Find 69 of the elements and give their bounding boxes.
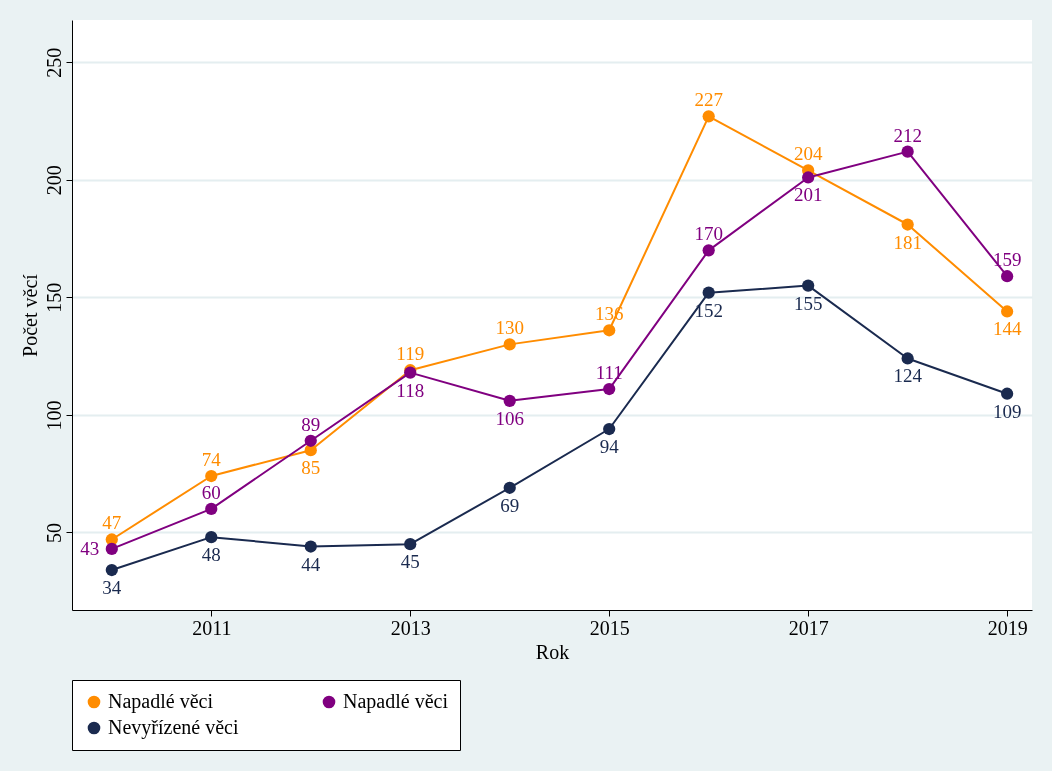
- data-label: 94: [599, 436, 620, 457]
- y-tick-label: 50: [42, 522, 65, 543]
- y-tick-label: 100: [42, 400, 65, 431]
- data-label: 119: [396, 343, 425, 365]
- point: [105, 542, 118, 555]
- y-tick-label: 150: [42, 282, 65, 313]
- point: [205, 531, 218, 544]
- y-tick-label: 250: [42, 47, 65, 78]
- data-label: 47: [102, 512, 122, 534]
- data-label: 159: [992, 249, 1022, 271]
- point: [901, 218, 914, 231]
- data-label: 43: [80, 537, 100, 559]
- data-label: 69: [500, 494, 520, 516]
- y-axis-title: Počet věcí: [18, 273, 41, 357]
- point: [304, 540, 317, 553]
- data-label: 170: [694, 223, 723, 245]
- point: [304, 434, 317, 447]
- x-tick-label: 2013: [390, 616, 431, 639]
- point: [702, 244, 715, 257]
- x-tick-label: 2019: [987, 616, 1028, 639]
- data-label: 48: [201, 544, 221, 566]
- data-label: 227: [694, 89, 723, 111]
- point: [901, 352, 914, 365]
- point: [702, 110, 715, 123]
- point: [603, 324, 616, 337]
- y-tick-label: 200: [42, 165, 65, 196]
- point: [503, 481, 516, 494]
- data-label: 106: [495, 407, 524, 429]
- data-label: 74: [201, 449, 222, 471]
- data-label: 124: [893, 365, 923, 387]
- point: [1001, 387, 1014, 400]
- x-axis-title: Rok: [535, 640, 570, 663]
- point: [603, 382, 616, 396]
- point: [205, 502, 218, 516]
- point: [702, 286, 715, 299]
- point: [1001, 305, 1014, 318]
- data-label: 45: [400, 551, 420, 573]
- data-label: 85: [301, 457, 321, 479]
- data-label: 204: [793, 143, 823, 165]
- data-label: 201: [793, 184, 823, 206]
- data-label: 111: [595, 362, 623, 384]
- point: [404, 538, 417, 551]
- point: [1001, 270, 1014, 283]
- data-label: 118: [396, 379, 425, 401]
- point: [205, 469, 218, 483]
- legend-label: Napadlé věci: [343, 690, 449, 713]
- data-label: 130: [495, 317, 524, 339]
- legend-label: Nevyřízené věci: [108, 716, 239, 739]
- data-label: 212: [893, 124, 922, 146]
- point: [802, 279, 815, 292]
- point: [603, 422, 616, 436]
- x-tick-label: 2017: [788, 616, 829, 639]
- point: [503, 338, 516, 351]
- point: [901, 145, 914, 158]
- data-label: 155: [793, 292, 823, 314]
- x-tick-label: 2011: [192, 616, 232, 639]
- data-label: 152: [694, 299, 723, 321]
- data-label: 109: [992, 400, 1022, 422]
- point: [802, 171, 815, 184]
- data-label: 34: [102, 577, 122, 599]
- legend-label: Napadlé věci: [108, 690, 214, 713]
- data-label: 44: [301, 553, 321, 575]
- x-tick-label: 2015: [589, 616, 630, 639]
- data-label: 60: [201, 481, 221, 503]
- point: [503, 394, 516, 407]
- data-label: 181: [893, 231, 922, 253]
- data-label: 89: [301, 413, 321, 435]
- point: [105, 563, 118, 577]
- data-label: 144: [992, 318, 1022, 340]
